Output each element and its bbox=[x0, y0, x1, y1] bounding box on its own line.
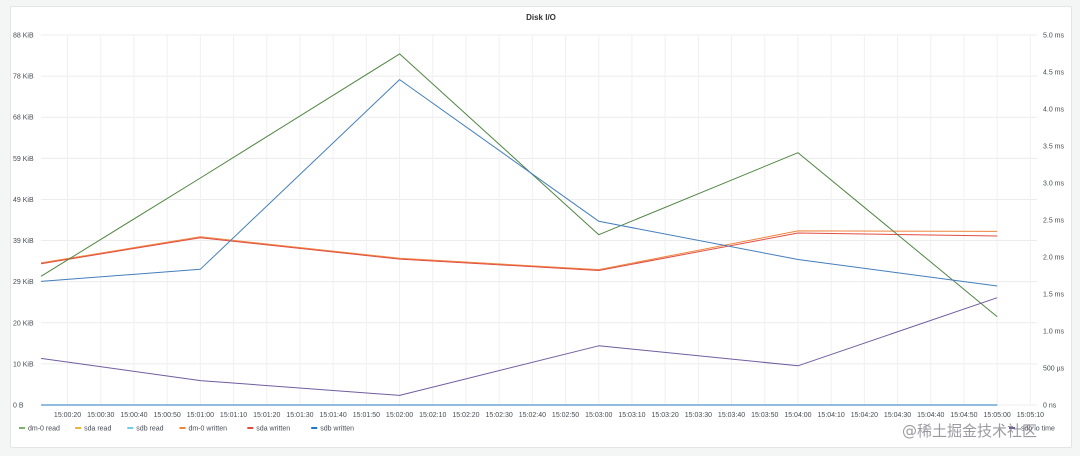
y-right-tick-label: 3.0 ms bbox=[1043, 181, 1065, 188]
legend-item-label: sda read bbox=[84, 426, 111, 433]
disk-io-panel: Disk I/O 0 B 10 KiB 20 KiB 29 KiB 39 KiB 49 K… bbox=[10, 6, 1072, 448]
y-right-tick-label: 2.5 ms bbox=[1043, 218, 1065, 225]
x-tick-label: 15:03:30 bbox=[685, 412, 712, 419]
legend-item-label: sdb io time bbox=[1021, 426, 1055, 433]
y-left-tick-label: 10 KiB bbox=[13, 361, 34, 368]
x-tick-label: 15:02:10 bbox=[419, 412, 446, 419]
x-tick-label: 15:01:20 bbox=[253, 412, 280, 419]
y-left-tick-label: 68 KiB bbox=[13, 115, 34, 122]
x-tick-label: 15:02:20 bbox=[452, 412, 479, 419]
y-right-tick-label: 2.0 ms bbox=[1043, 255, 1065, 262]
x-tick-label: 15:01:30 bbox=[286, 412, 313, 419]
y-left-tick-label: 29 KiB bbox=[13, 279, 34, 286]
x-tick-label: 15:05:00 bbox=[984, 412, 1011, 419]
x-tick-label: 15:04:40 bbox=[917, 412, 944, 419]
x-tick-label: 15:02:00 bbox=[386, 412, 413, 419]
disk-io-chart: 0 B 10 KiB 20 KiB 29 KiB 39 KiB 49 KiB 59 KiB 6… bbox=[13, 33, 1065, 433]
x-tick-label: 15:03:20 bbox=[652, 412, 679, 419]
y-left-tick-label: 20 KiB bbox=[13, 320, 34, 327]
panel-title: Disk I/O bbox=[526, 13, 556, 22]
x-tick-label: 15:05:10 bbox=[1017, 412, 1044, 419]
x-tick-label: 15:00:20 bbox=[54, 412, 81, 419]
x-tick-label: 15:02:30 bbox=[486, 412, 513, 419]
legend-item-label: sda written bbox=[256, 426, 290, 433]
x-tick-label: 15:03:10 bbox=[618, 412, 645, 419]
y-right-tick-label: 500 µs bbox=[1043, 366, 1065, 373]
y-left-tick-label: 49 KiB bbox=[13, 197, 34, 204]
x-tick-label: 15:02:50 bbox=[552, 412, 579, 419]
y-left-tick-label: 59 KiB bbox=[13, 156, 34, 163]
x-tick-label: 15:01:40 bbox=[320, 412, 347, 419]
x-tick-label: 15:04:20 bbox=[851, 412, 878, 419]
x-tick-label: 15:02:40 bbox=[519, 412, 546, 419]
x-tick-label: 15:01:10 bbox=[220, 412, 247, 419]
grid bbox=[41, 34, 1037, 406]
y-left-tick-label: 39 KiB bbox=[13, 238, 34, 245]
x-tick-label: 15:00:30 bbox=[87, 412, 114, 419]
y-right-tick-label: 4.5 ms bbox=[1043, 70, 1065, 77]
x-tick-label: 15:04:00 bbox=[784, 412, 811, 419]
x-tick-label: 15:01:00 bbox=[187, 412, 214, 419]
legend-item-label: dm-0 written bbox=[189, 426, 228, 433]
y-right-tick-label: 0 ns bbox=[1043, 403, 1057, 410]
y-left-tick-label: 78 KiB bbox=[13, 74, 34, 81]
legend-item-label: dm-0 read bbox=[28, 426, 60, 433]
legend-item-label: sdb written bbox=[320, 426, 354, 433]
series-line-6 bbox=[40, 53, 998, 318]
series-line-4 bbox=[40, 232, 998, 271]
x-tick-label: 15:00:50 bbox=[154, 412, 181, 419]
y-right-tick-label: 1.5 ms bbox=[1043, 292, 1065, 299]
x-tick-label: 15:00:40 bbox=[120, 412, 147, 419]
legend-item-label: sdb read bbox=[136, 426, 163, 433]
x-tick-label: 15:03:00 bbox=[585, 412, 612, 419]
y-left-tick-label: 0 B bbox=[13, 403, 24, 410]
x-tick-label: 15:04:10 bbox=[818, 412, 845, 419]
watermark-text: @稀土掘金技术社区 bbox=[902, 422, 1038, 440]
x-tick-label: 15:04:30 bbox=[884, 412, 911, 419]
series-line-7 bbox=[40, 79, 998, 287]
x-tick-label: 15:03:50 bbox=[751, 412, 778, 419]
y-right-tick-label: 3.5 ms bbox=[1043, 144, 1065, 151]
series-line-3 bbox=[40, 230, 998, 271]
y-right-tick-label: 4.0 ms bbox=[1043, 107, 1065, 114]
series-line-8 bbox=[40, 297, 998, 396]
x-tick-label: 15:04:50 bbox=[950, 412, 977, 419]
x-tick-label: 15:01:50 bbox=[353, 412, 380, 419]
y-left-tick-label: 88 KiB bbox=[13, 33, 34, 40]
y-right-tick-label: 1.0 ms bbox=[1043, 329, 1065, 336]
x-tick-label: 15:03:40 bbox=[718, 412, 745, 419]
y-right-tick-label: 5.0 ms bbox=[1043, 33, 1065, 40]
